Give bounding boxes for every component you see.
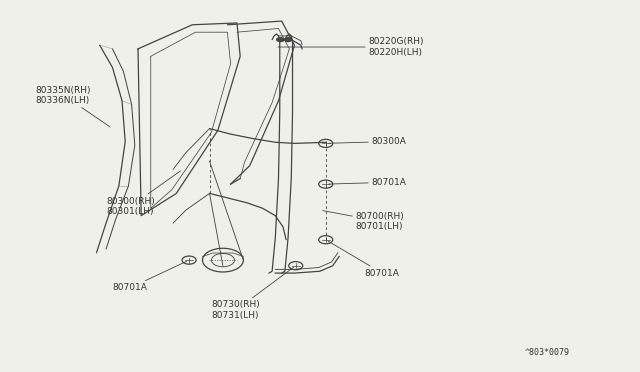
Text: 80300A: 80300A (328, 137, 406, 146)
Circle shape (276, 37, 285, 42)
Text: ^803*0079: ^803*0079 (524, 348, 570, 357)
Text: 80300(RH)
80301(LH): 80300(RH) 80301(LH) (106, 171, 180, 216)
Text: 80700(RH)
80701(LH): 80700(RH) 80701(LH) (323, 211, 404, 231)
Circle shape (284, 37, 292, 42)
Text: 80730(RH)
80731(LH): 80730(RH) 80731(LH) (211, 267, 294, 320)
Text: 80701A: 80701A (113, 261, 187, 292)
Text: 80220G(RH)
80220H(LH): 80220G(RH) 80220H(LH) (278, 37, 424, 57)
Text: 80335N(RH)
80336N(LH): 80335N(RH) 80336N(LH) (36, 86, 110, 127)
Text: 80701A: 80701A (328, 241, 399, 278)
Text: 80701A: 80701A (328, 178, 406, 187)
